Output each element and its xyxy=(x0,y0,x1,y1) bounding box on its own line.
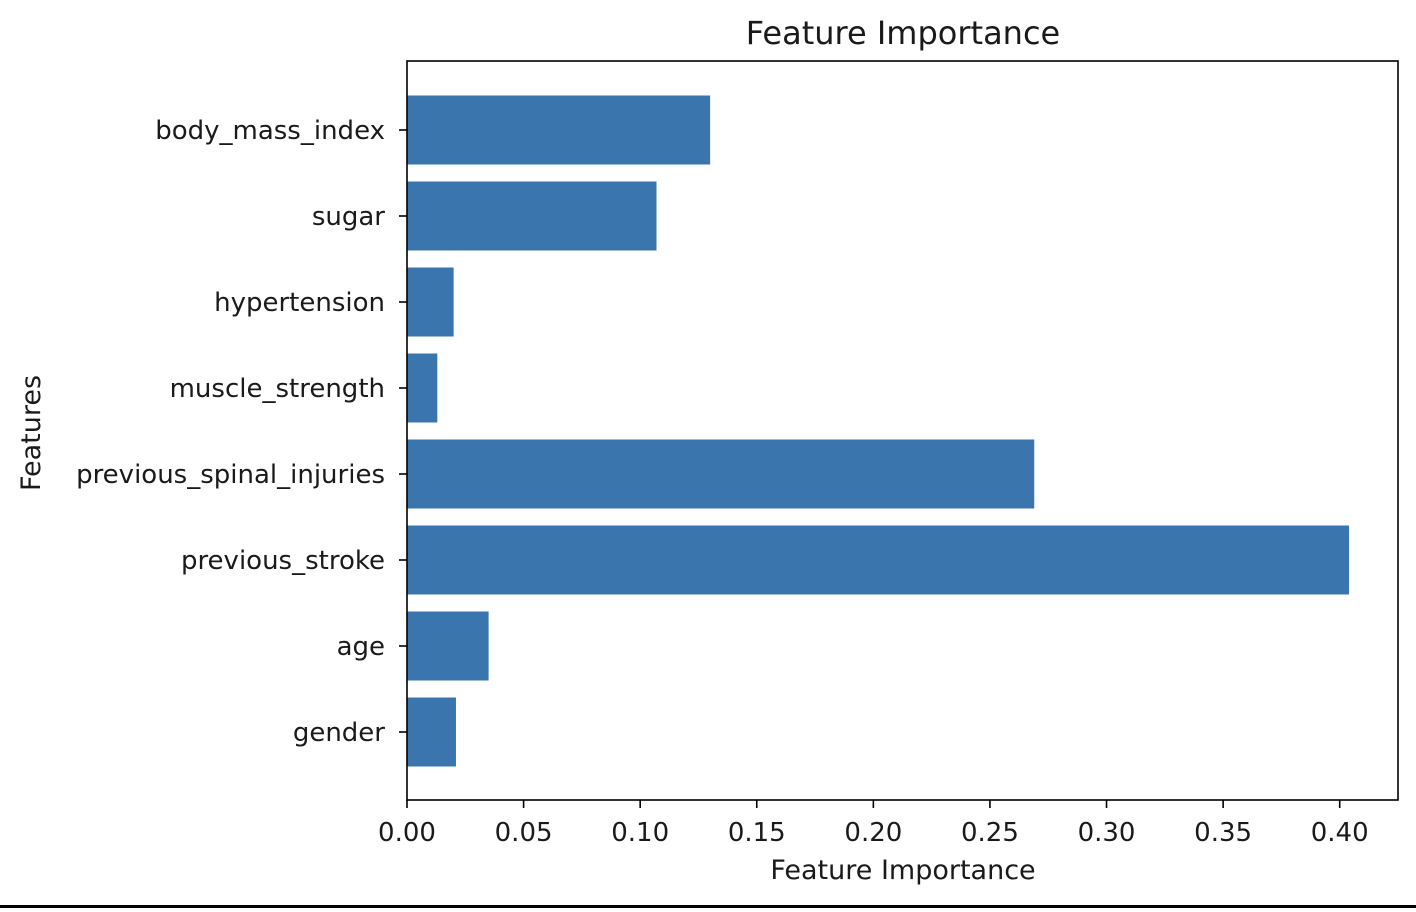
bar-hypertension xyxy=(407,267,454,337)
bar-sugar xyxy=(407,181,657,251)
y-tick-label: sugar xyxy=(312,202,385,232)
bar-age xyxy=(407,611,489,681)
bar-muscle-strength xyxy=(407,353,438,423)
x-tick-label: 0.35 xyxy=(1194,818,1252,848)
y-tick-label: muscle_strength xyxy=(170,374,385,404)
chart-title: Feature Importance xyxy=(746,14,1060,52)
x-tick-label: 0.40 xyxy=(1311,818,1369,848)
bar-gender xyxy=(407,697,456,767)
bar-previous-spinal-injuries xyxy=(407,439,1035,509)
y-tick-label: gender xyxy=(293,718,385,748)
x-tick-label: 0.20 xyxy=(844,818,902,848)
x-tick-label: 0.10 xyxy=(611,818,669,848)
bar-previous-stroke xyxy=(407,525,1350,595)
x-tick-label: 0.15 xyxy=(728,818,786,848)
y-tick-label: previous_spinal_injuries xyxy=(76,460,385,490)
x-tick-label: 0.25 xyxy=(961,818,1019,848)
x-tick-label: 0.00 xyxy=(378,818,436,848)
bottom-divider xyxy=(0,905,1416,908)
y-tick-label: body_mass_index xyxy=(155,116,385,146)
x-tick-label: 0.05 xyxy=(495,818,553,848)
ticks-layer: gender age previous_stroke previous_spinal_… xyxy=(76,116,1369,848)
plot-frame xyxy=(406,60,1399,801)
y-axis-label: Features xyxy=(16,375,47,491)
y-tick-label: hypertension xyxy=(214,288,385,318)
bar-body-mass-index xyxy=(407,95,711,165)
x-axis-label: Feature Importance xyxy=(770,855,1035,886)
x-tick-label: 0.30 xyxy=(1078,818,1136,848)
y-tick-label: age xyxy=(337,632,385,662)
y-tick-label: previous_stroke xyxy=(181,546,385,576)
bars-layer xyxy=(407,95,1350,767)
